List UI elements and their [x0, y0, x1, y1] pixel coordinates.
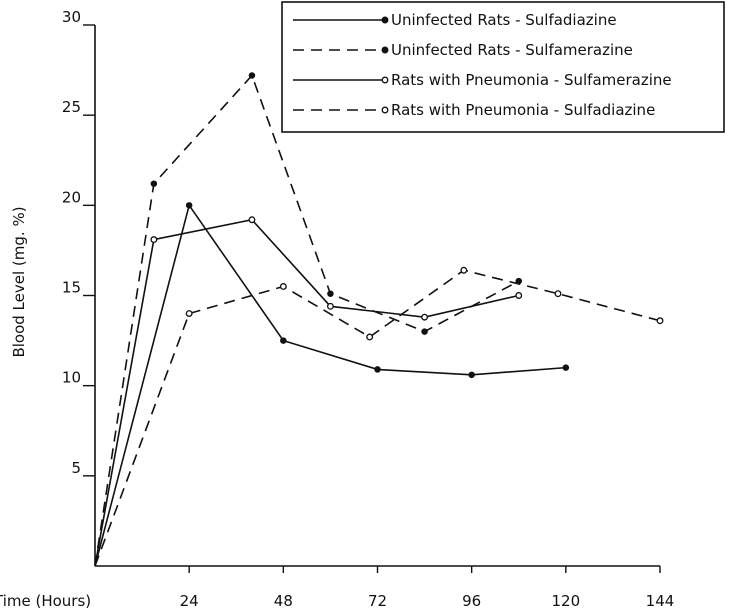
data-point-2-1: [150, 236, 158, 244]
data-point-1-1: [150, 180, 158, 187]
legend-marker-0: [381, 16, 389, 24]
legend-entry-0: Uninfected Rats - Sulfadiazine: [391, 11, 617, 29]
legend-marker-3: [381, 106, 389, 114]
series-1: [94, 72, 523, 567]
series-line-1: [94, 73, 520, 567]
legend-marker-1: [381, 46, 389, 54]
x-tick-label-2: 72: [368, 592, 387, 610]
y-axis-label: Blood Level (mg. %): [10, 206, 28, 357]
data-point-0-2: [280, 337, 287, 344]
data-point-2-2: [248, 216, 256, 224]
x-tick-label-3: 96: [462, 592, 481, 610]
series-2: [94, 216, 523, 567]
data-point-3-4: [460, 266, 468, 274]
series-3: [94, 266, 664, 567]
x-ticks: 24 48 72 96 120 144: [180, 566, 675, 610]
legend-entry-3: Rats with Pneumonia - Sulfadiazine: [391, 101, 655, 119]
data-point-3-3: [366, 333, 374, 341]
data-point-2-3: [326, 302, 334, 310]
y-tick-label-2: 15: [62, 279, 81, 297]
data-point-2-5: [515, 292, 523, 299]
data-point-3-6: [656, 317, 664, 325]
data-point-3-2: [279, 283, 287, 290]
series-layer: [94, 72, 664, 567]
data-point-1-4: [421, 328, 428, 335]
legend-marker-2: [381, 76, 389, 84]
series-0: [94, 202, 570, 567]
legend-entry-2: Rats with Pneumonia - Sulfamerazine: [391, 71, 672, 89]
data-point-0-4: [468, 371, 475, 379]
x-axis-label: Time (Hours): [0, 592, 91, 610]
legend-entry-1: Uninfected Rats - Sulfamerazine: [391, 41, 633, 59]
data-point-0-3: [374, 366, 381, 373]
data-point-2-4: [421, 313, 429, 321]
series-line-3: [94, 269, 661, 567]
data-point-1-3: [327, 290, 334, 297]
data-point-0-5: [562, 364, 570, 371]
x-tick-label-4: 120: [552, 592, 581, 610]
x-tick-label-5: 144: [646, 592, 675, 610]
x-tick-label-0: 24: [180, 592, 199, 610]
x-tick-label-1: 48: [274, 592, 293, 610]
data-point-3-1: [185, 310, 193, 317]
y-tick-label-1: 10: [62, 369, 81, 387]
series-line-2: [94, 218, 519, 567]
y-tick-label-3: 20: [62, 188, 81, 206]
data-point-3-5: [554, 290, 562, 298]
y-ticks: 5 10 15 20 25 30: [62, 8, 95, 477]
legend: Uninfected Rats - Sulfadiazine Uninfected…: [281, 1, 725, 133]
series-line-0: [94, 203, 566, 567]
data-point-0-1: [185, 202, 193, 209]
y-tick-label-4: 25: [62, 98, 81, 116]
y-tick-label-5: 30: [62, 8, 81, 26]
y-tick-label-0: 5: [71, 459, 81, 477]
data-point-1-2: [248, 72, 256, 79]
